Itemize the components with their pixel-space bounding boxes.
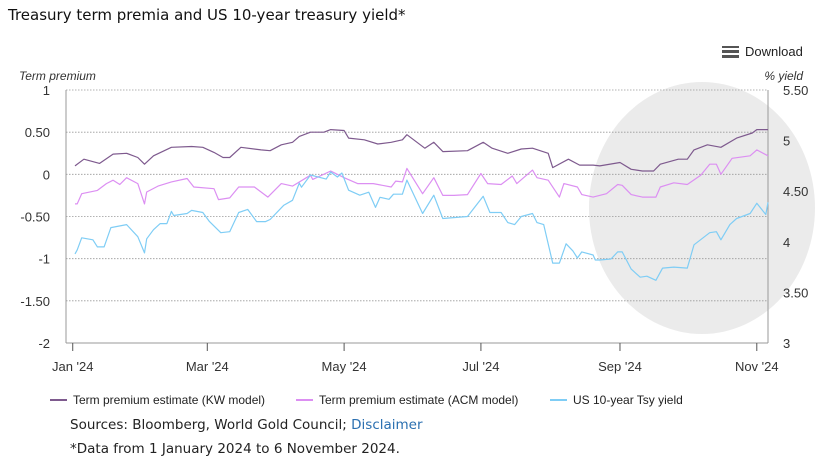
x-tick-label: Nov '24 [735,359,779,374]
chart-title: Treasury term premia and US 10-year trea… [8,6,406,24]
y-left-tick-label: 1 [43,83,50,98]
legend: Term premium estimate (KW model) Term pr… [50,393,683,407]
download-label: Download [745,44,803,59]
series-line-1 [75,149,769,205]
y-right-tick-label: 4.50 [783,184,808,199]
highlight-ellipse [588,82,816,334]
x-tick-label: May '24 [322,359,367,374]
download-button[interactable]: Download [722,44,803,59]
sources: Sources: Bloomberg, World Gold Council; … [70,417,423,433]
y-right-label: % yield [764,69,803,83]
x-tick-label: Mar '24 [186,359,229,374]
y-left-tick-label: -0.50 [20,210,50,225]
legend-item-yield[interactable]: US 10-year Tsy yield [550,393,683,407]
series-line-2 [74,171,769,281]
y-left-tick-label: 0.50 [25,125,50,140]
y-left-label: Term premium [19,69,96,83]
disclaimer-link[interactable]: Disclaimer [351,417,423,433]
y-right-tick-label: 3 [783,336,790,351]
y-left-tick-label: -1 [38,252,50,267]
legend-swatch [50,399,67,401]
legend-label: Term premium estimate (KW model) [73,393,266,407]
legend-item-kw[interactable]: Term premium estimate (KW model) [50,393,296,407]
y-right-tick-label: 3.50 [783,285,808,300]
sources-text: Sources: Bloomberg, World Gold Council; [70,417,352,433]
legend-label: US 10-year Tsy yield [573,393,683,407]
x-tick-label: Jul '24 [462,359,499,374]
y-left-tick-label: 0 [43,167,50,182]
legend-swatch [550,399,567,401]
series-line-0 [74,129,768,172]
legend-label: Term premium estimate (ACM model) [319,393,519,407]
footnote: *Data from 1 January 2024 to 6 November … [70,441,400,457]
y-left-tick-label: -1.50 [20,294,50,309]
chart: Term premium % yield 1 0.50 0 -0.50 -1 -1.50 -… [19,69,816,374]
y-right-tick-label: 5.50 [783,83,808,98]
y-right-tick-label: 5 [783,134,790,149]
legend-swatch [296,399,313,401]
menu-icon [722,45,739,58]
legend-item-acm[interactable]: Term premium estimate (ACM model) [296,393,550,407]
y-right-tick-label: 4 [783,235,790,250]
y-left-tick-label: -2 [38,336,50,351]
x-tick-label: Sep '24 [598,359,642,374]
x-tick-label: Jan '24 [52,359,94,374]
